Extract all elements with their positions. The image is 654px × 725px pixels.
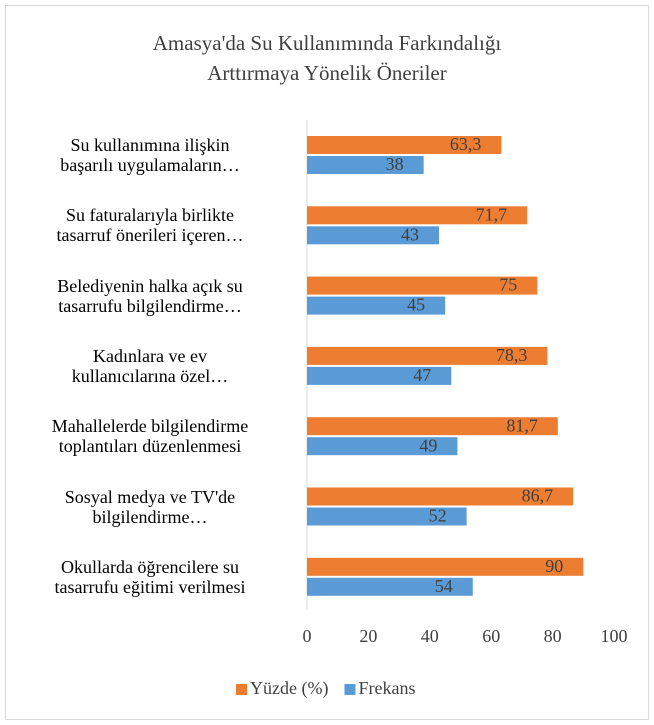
legend-swatch (236, 684, 247, 695)
bar (307, 346, 548, 365)
bar (307, 507, 467, 526)
category-label: Mahallelerde bilgilendirme toplantıları … (51, 416, 249, 457)
bar (307, 296, 446, 315)
bar (307, 276, 538, 295)
bar (307, 487, 574, 506)
data-label: 86,7 (522, 486, 554, 506)
x-tick-label: 0 (303, 626, 312, 646)
bar (307, 417, 558, 436)
data-label: 43 (401, 224, 419, 244)
category-label: Kadınlara ve ev kullanıcılarına özel… (71, 345, 229, 386)
bar (307, 226, 440, 245)
data-label: 47 (413, 365, 431, 385)
bar (307, 437, 458, 456)
data-label: 71,7 (476, 204, 508, 224)
legend-swatch (344, 684, 356, 695)
frame (5, 5, 649, 720)
x-tick-label: 20 (359, 626, 377, 646)
x-tick-label: 60 (482, 626, 500, 646)
legend-label: Yüzde (%) (250, 678, 328, 699)
bar (307, 366, 452, 385)
category-label: Sosyal medya ve TV'de bilgilendirme… (64, 486, 236, 527)
data-label: 54 (435, 576, 453, 596)
data-label: 81,7 (506, 415, 538, 435)
x-tick-label: 40 (421, 626, 439, 646)
category-label: Okullarda öğrencilere su tasarrufu eğiti… (54, 556, 246, 597)
chart-title: Amasya'da Su Kullanımında Farkındalığı A… (152, 31, 502, 85)
legend-label: Frekans (358, 678, 415, 698)
bar (307, 136, 502, 154)
bar (307, 206, 528, 225)
data-label: 63,3 (450, 134, 482, 154)
x-tick-label: 80 (544, 626, 562, 646)
data-label: 90 (545, 556, 563, 576)
bar (307, 577, 473, 596)
data-label: 78,3 (496, 345, 528, 365)
data-label: 38 (386, 154, 404, 174)
data-label: 45 (407, 295, 425, 315)
category-label: Su kullanımına ilişkin başarılı uygulama… (60, 135, 240, 175)
data-label: 49 (419, 435, 437, 455)
x-tick-label: 100 (601, 626, 628, 646)
data-label: 75 (499, 275, 517, 295)
data-label: 52 (429, 506, 447, 526)
bar (307, 156, 424, 174)
category-label: Belediyenin halka açık su tasarrufu bilg… (57, 275, 243, 316)
bar (307, 557, 584, 576)
category-label: Su faturalarıyla birlikte tasarruf öneri… (56, 205, 244, 246)
